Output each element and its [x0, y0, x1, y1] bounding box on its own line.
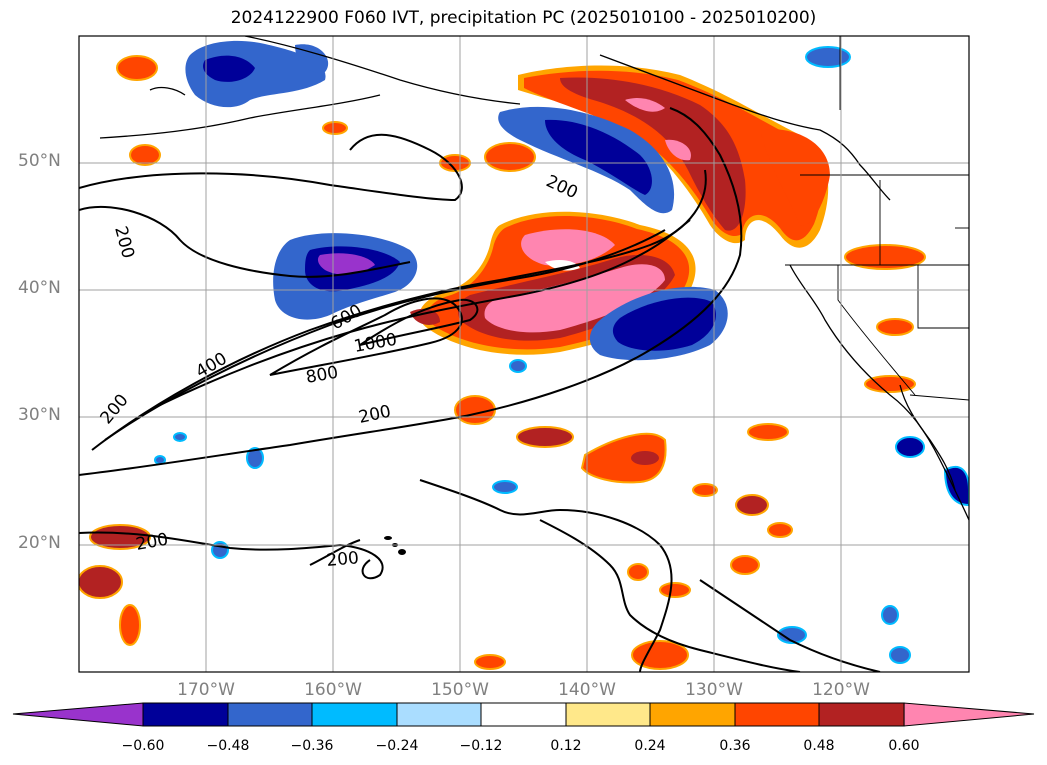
lat-label: 40°N	[18, 278, 61, 298]
colorbar-tick-label: −0.24	[375, 738, 419, 754]
colorbar-tick-label: −0.36	[290, 738, 334, 754]
lon-label: 130°W	[685, 680, 743, 700]
colorbar-tick-label: −0.60	[121, 738, 165, 754]
negative-field-scattered	[154, 46, 969, 664]
colorbar-swatch	[227, 702, 313, 727]
negative-field-east	[589, 286, 728, 361]
colorbar-swatch	[311, 702, 398, 727]
colorbar-extend-high	[903, 702, 1035, 727]
negative-field-alaska	[185, 40, 329, 108]
colorbar-tick-label: 0.60	[888, 738, 920, 754]
lon-label: 170°W	[177, 680, 235, 700]
colorbar-tick-label: 0.24	[634, 738, 666, 754]
lon-label: 140°W	[558, 680, 616, 700]
colorbar-tick-label: −0.12	[459, 738, 503, 754]
colorbar-swatch	[480, 702, 567, 727]
graticule	[79, 36, 969, 672]
colorbar-swatch	[649, 702, 736, 727]
lon-label: 150°W	[431, 680, 489, 700]
hawaii-islands	[384, 536, 406, 555]
colorbar-tick-label: 0.36	[719, 738, 751, 754]
contour-label: 200	[326, 548, 360, 571]
lon-label: 120°W	[812, 680, 870, 700]
lat-label: 50°N	[18, 151, 61, 171]
negative-field-gulf	[498, 106, 675, 214]
positive-field-scattered	[79, 55, 926, 670]
ivt-contours	[79, 107, 881, 672]
colorbar	[12, 702, 1035, 727]
negative-field-west	[273, 233, 418, 320]
colorbar-swatch	[734, 702, 820, 727]
colorbar-swatch	[565, 702, 651, 727]
colorbar-swatch	[818, 702, 905, 727]
colorbar-tick-label: 0.12	[550, 738, 582, 754]
lat-label: 20°N	[18, 533, 61, 553]
colorbar-extend-low	[12, 702, 144, 727]
lat-label: 30°N	[18, 405, 61, 425]
map-frame	[78, 35, 970, 673]
lon-label: 160°W	[304, 680, 362, 700]
colorbar-swatch	[396, 702, 482, 727]
colorbar-swatch	[142, 702, 229, 727]
colorbar-tick-label: −0.48	[206, 738, 250, 754]
chart-title: 2024122900 F060 IVT, precipitation PC (2…	[230, 8, 817, 28]
colorbar-tick-label: 0.48	[803, 738, 835, 754]
coastlines	[99, 36, 969, 521]
